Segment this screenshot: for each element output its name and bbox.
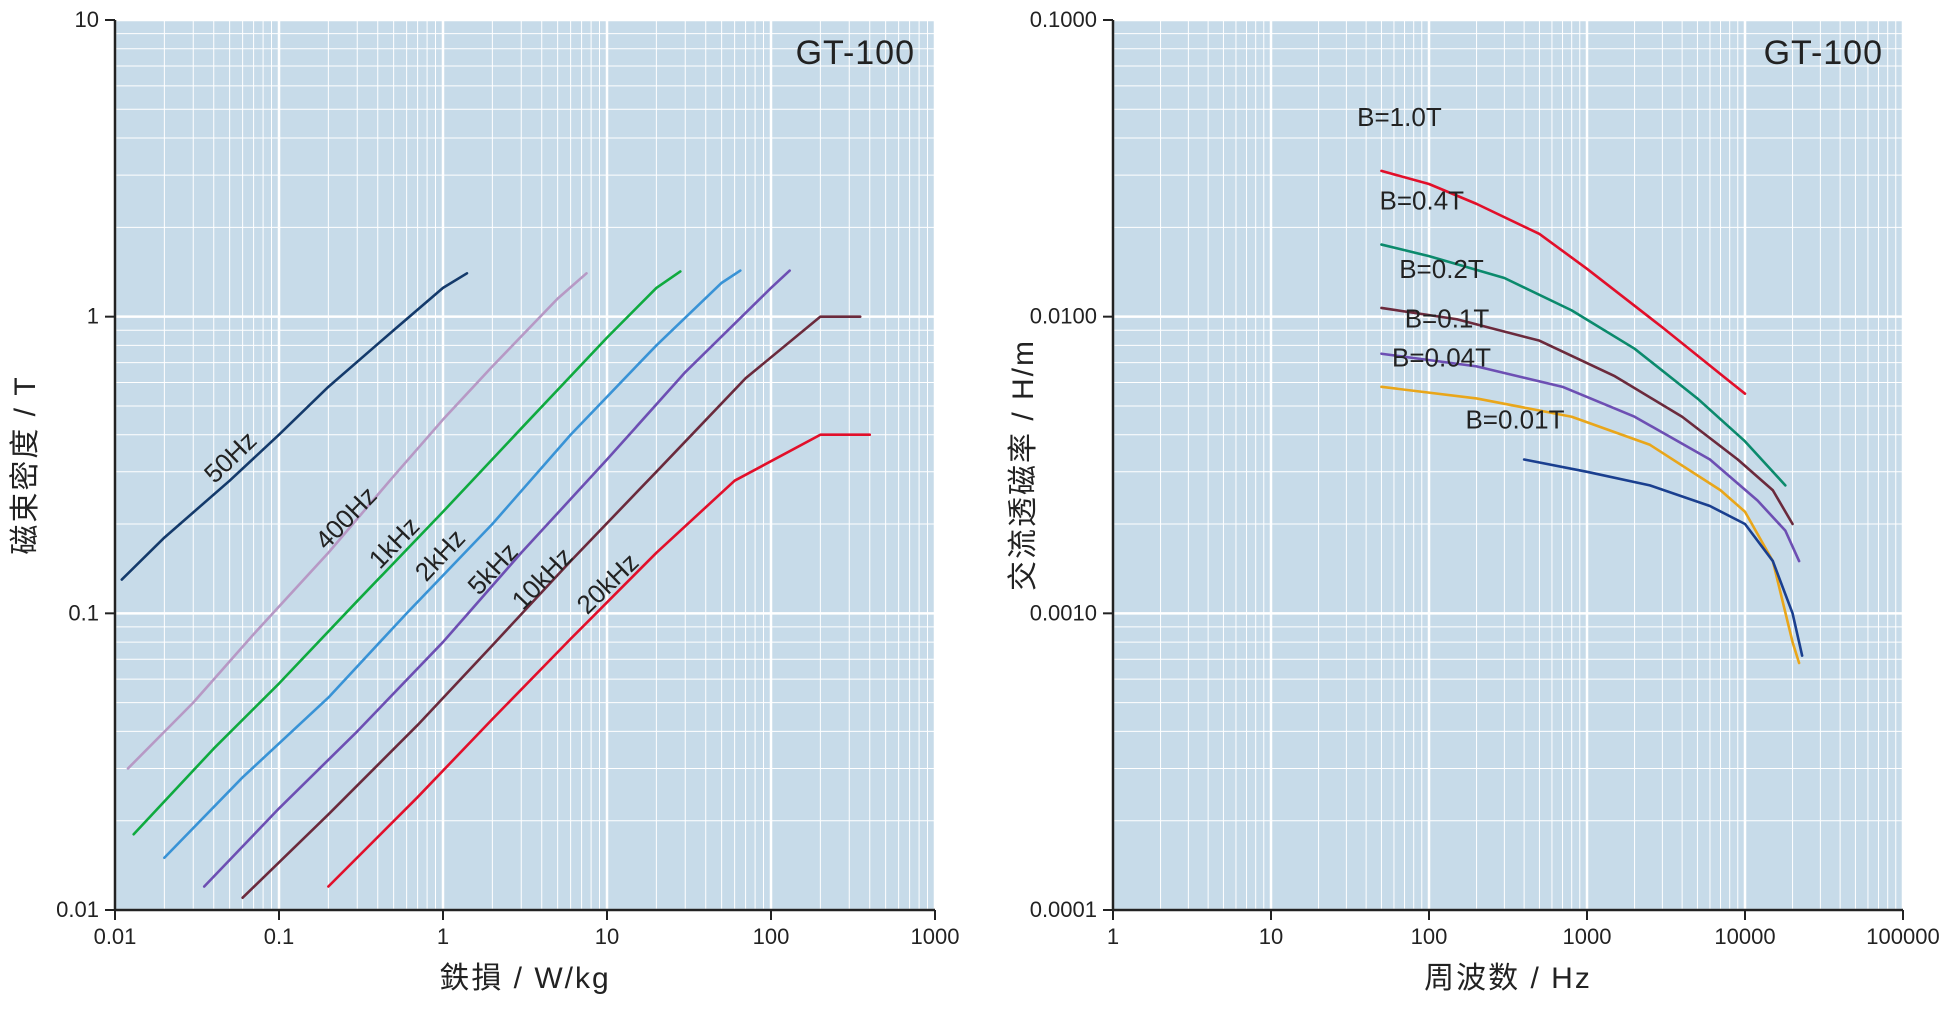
chart-title: GT-100 [796,34,915,72]
series-label: B=0.01T [1465,404,1564,434]
x-tick-label: 1000 [911,924,960,949]
x-tick-label: 10 [1259,924,1283,949]
plot-area [1113,20,1903,910]
series-label: B=0.04T [1392,342,1491,372]
series-label: B=0.4T [1379,185,1464,215]
y-tick-label: 0.0100 [1030,304,1097,329]
x-tick-label: 1000 [1563,924,1612,949]
x-tick-label: 1 [1107,924,1119,949]
y-tick-label: 0.0010 [1030,600,1097,625]
x-tick-label: 100000 [1866,924,1939,949]
x-tick-label: 10 [595,924,619,949]
left-chart-svg: 0.01 0.1 1 10 100 1000 0.01 0.1 1 10 鉄損 / W/kg 磁束密度… [0,0,978,1021]
right-chart-svg: 1 10 100 1000 10000 100000 0.0001 0.0010 0.0100 0… [978,0,1956,1021]
charts-row: 0.01 0.1 1 10 100 1000 0.01 0.1 1 10 鉄損 / W/kg 磁束密度… [0,0,1956,1021]
y-tick-label: 0.0001 [1030,897,1097,922]
x-axis-label: 鉄損 / W/kg [439,962,610,995]
y-axis-label: 磁束密度 / T [9,375,42,554]
x-tick-label: 10000 [1714,924,1775,949]
series-label: B=1.0T [1357,102,1442,132]
series-label: B=0.1T [1405,303,1490,333]
x-tick-label: 1 [437,924,449,949]
x-tick-label: 100 [753,924,790,949]
x-tick-label: 0.01 [94,924,137,949]
y-axis-label: 交流透磁率 / H/m [1007,339,1040,591]
page: 0.01 0.1 1 10 100 1000 0.01 0.1 1 10 鉄損 / W/kg 磁束密度… [0,0,1956,1021]
chart-title: GT-100 [1764,34,1883,72]
y-tick-label: 0.1 [68,600,99,625]
y-tick-label: 10 [75,7,99,32]
series-label: B=0.2T [1399,254,1484,284]
x-tick-label: 100 [1411,924,1448,949]
left-chart: 0.01 0.1 1 10 100 1000 0.01 0.1 1 10 鉄損 / W/kg 磁束密度… [0,0,978,1021]
y-tick-label: 1 [87,304,99,329]
x-axis-label: 周波数 / Hz [1424,962,1592,995]
x-tick-label: 0.1 [264,924,295,949]
y-tick-label: 0.1000 [1030,7,1097,32]
y-tick-label: 0.01 [56,897,99,922]
right-chart: 1 10 100 1000 10000 100000 0.0001 0.0010 0.0100 0… [978,0,1956,1021]
